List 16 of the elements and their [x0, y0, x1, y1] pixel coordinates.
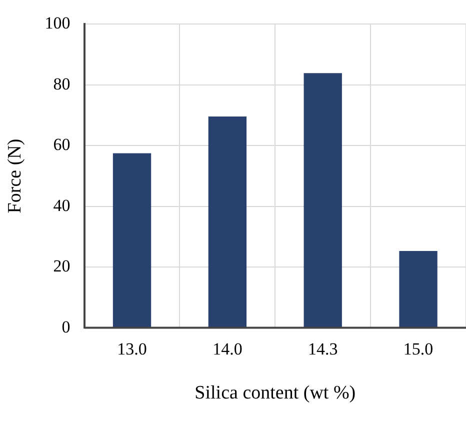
- y-axis-title: Force (N): [4, 138, 26, 214]
- x-tick-label: 14.0: [212, 339, 242, 358]
- x-axis-title: Silica content (wt %): [194, 382, 356, 404]
- x-tick-label: 15.0: [403, 339, 434, 358]
- x-tick-label: 14.3: [308, 339, 338, 358]
- x-tick-label: 13.0: [117, 339, 147, 358]
- y-tick-label: 20: [53, 256, 70, 276]
- y-tick-label: 80: [53, 74, 70, 94]
- bar: [112, 153, 152, 328]
- y-tick-label: 0: [62, 317, 70, 336]
- bar: [208, 116, 247, 328]
- bar: [304, 73, 342, 328]
- bar: [399, 250, 438, 328]
- y-tick-label: 40: [53, 196, 70, 215]
- y-tick-label: 100: [44, 14, 70, 33]
- y-tick-label: 60: [53, 135, 70, 154]
